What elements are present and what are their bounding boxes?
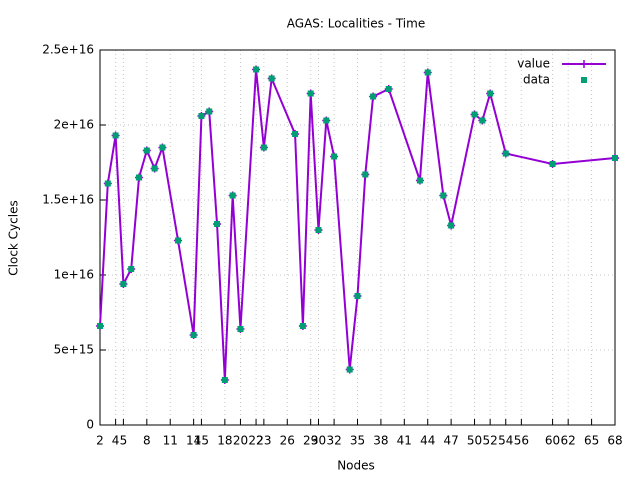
x-tick-label: 38 [373,434,388,448]
data-point [549,161,556,167]
legend-label: value [517,57,550,71]
legend-swatch [581,77,587,83]
data-line [99,69,616,381]
data-point [362,171,369,178]
x-tick-label: 30 [311,434,326,448]
x-tick-label: 52 [483,434,498,448]
chart-title: AGAS: Localities - Time [287,17,425,31]
y-tick-label: 0 [86,418,94,432]
data-point [143,147,150,154]
plot-border [99,49,616,426]
data-point [112,132,119,139]
y-tick-label: 1e+16 [54,268,94,282]
x-axis-label: Nodes [337,459,375,473]
x-tick-label: 68 [607,434,622,448]
x-tick-label: 35 [350,434,365,448]
data-point [260,144,267,151]
x-tick-label: 23 [256,434,271,448]
data-point [292,131,299,137]
x-tick-label: 2 [96,434,104,448]
x-tick-label: 54 [498,434,513,448]
data-point [471,111,478,118]
data-point [151,165,158,172]
data-point [198,113,205,119]
x-tick-label: 32 [326,434,341,448]
data-point [104,180,111,187]
data-point [370,93,377,100]
x-tick-label: 50 [467,434,482,448]
data-point [229,192,236,199]
data-point [268,75,275,82]
data-point [487,90,494,97]
data-point [175,237,182,244]
data-point [253,66,260,73]
data-point [440,192,447,199]
data-point [479,117,486,124]
data-point [136,174,143,181]
x-tick-label: 20 [233,434,248,448]
data-point [237,326,244,332]
data-point [612,155,618,161]
data-point [214,221,221,227]
data-point [323,117,330,124]
data-point [346,366,353,373]
y-tick-label: 2e+16 [54,118,94,132]
x-tick-label: 60 [545,434,560,448]
data-point [159,144,166,151]
data-point [354,293,361,299]
x-tick-label: 41 [397,434,412,448]
x-tick-label: 29 [303,434,318,448]
x-tick-label: 56 [514,434,529,448]
y-tick-label: 5e+15 [54,343,94,357]
legend-swatch [580,60,588,68]
data-point [120,281,127,287]
x-tick-label: 5 [120,434,128,448]
x-tick-label: 4 [112,434,120,448]
data-point [299,323,306,329]
data-point [315,227,322,233]
x-tick-label: 47 [443,434,458,448]
x-tick-label: 8 [143,434,151,448]
x-tick-label: 22 [248,434,263,448]
data-point [502,150,509,157]
x-tick-label: 18 [217,434,232,448]
data-point [331,153,338,160]
y-tick-label: 2.5e+16 [42,43,94,57]
data-point [221,377,228,383]
data-point [206,108,213,115]
x-tick-label: 44 [420,434,435,448]
data-point [128,266,135,272]
x-tick-label: 11 [163,434,178,448]
y-tick-label: 1.5e+16 [42,193,94,207]
x-tick-label: 15 [194,434,209,448]
data-point [190,332,197,338]
data-point [97,323,103,329]
data-point [416,177,423,184]
x-tick-label: 14 [186,434,201,448]
legend-label: data [523,73,550,87]
x-tick-label: 26 [280,434,295,448]
y-axis-label: Clock Cycles [7,200,21,275]
data-point [448,222,455,229]
data-point [307,90,314,97]
data-point [385,86,392,92]
x-tick-label: 65 [584,434,599,448]
data-point [424,69,431,76]
x-tick-label: 62 [561,434,576,448]
